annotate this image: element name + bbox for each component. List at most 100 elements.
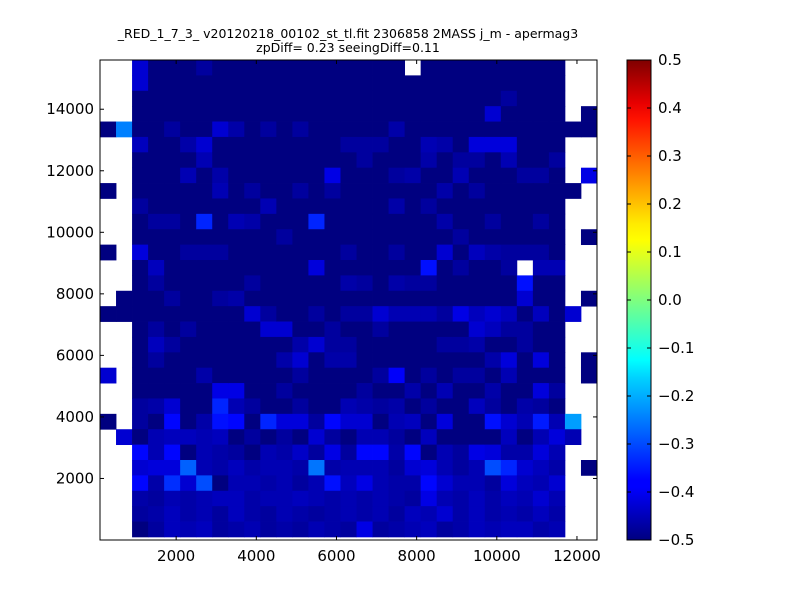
heatmap-cell — [532, 521, 550, 538]
heatmap-cell — [260, 506, 277, 522]
heatmap-cell — [532, 229, 550, 246]
heatmap-cell — [228, 75, 245, 92]
heatmap-cell — [532, 367, 550, 384]
heatmap-cell — [244, 429, 261, 446]
heatmap-cell — [340, 290, 357, 307]
heatmap-cell — [436, 413, 454, 430]
heatmap-cell — [532, 136, 550, 153]
heatmap-cell — [452, 490, 470, 507]
heatmap-cell — [500, 352, 518, 369]
heatmap-cell — [500, 367, 518, 384]
heatmap-cell — [196, 229, 213, 246]
heatmap-cell — [244, 275, 261, 292]
heatmap-cell — [388, 167, 406, 184]
x-tick-label: 12000 — [553, 547, 601, 565]
heatmap-cell — [484, 121, 502, 138]
heatmap-cell — [164, 260, 181, 276]
heatmap-cell — [420, 152, 438, 169]
heatmap-cell — [580, 290, 598, 307]
heatmap-cell — [164, 275, 181, 292]
colorbar-tick-label: −0.4 — [658, 483, 694, 501]
y-tick-label: 6000 — [56, 346, 94, 364]
heatmap-cell — [244, 367, 261, 384]
heatmap-cell — [292, 306, 309, 322]
heatmap-cell — [212, 444, 229, 461]
heatmap-cell — [180, 198, 197, 215]
heatmap-cell — [228, 290, 245, 307]
heatmap-cell — [148, 106, 165, 122]
heatmap-cell — [548, 136, 566, 153]
heatmap-cell — [228, 444, 245, 461]
heatmap-cell — [532, 444, 550, 461]
heatmap-cell — [308, 229, 325, 246]
heatmap-cell — [228, 229, 245, 246]
heatmap-cell — [404, 275, 422, 292]
heatmap-cell — [372, 290, 389, 307]
heatmap-cell — [292, 229, 309, 246]
heatmap-cell — [132, 521, 149, 538]
heatmap-cell — [436, 136, 454, 153]
heatmap-cell — [516, 444, 534, 461]
heatmap-cell — [500, 490, 518, 507]
colorbar-tick-label: 0.5 — [658, 51, 682, 69]
heatmap-cell — [244, 106, 261, 122]
heatmap-cell — [148, 183, 165, 199]
heatmap-cell — [228, 90, 245, 107]
heatmap-cell — [308, 136, 325, 153]
heatmap-cell — [148, 60, 165, 76]
heatmap-cell — [532, 475, 550, 492]
heatmap-cell — [468, 429, 486, 446]
heatmap-cell — [244, 60, 261, 76]
heatmap-cell — [308, 398, 325, 415]
heatmap-cell — [468, 275, 486, 292]
heatmap-cell — [532, 398, 550, 415]
heatmap-cell — [468, 306, 486, 322]
heatmap-cell — [372, 198, 389, 215]
heatmap-cell — [356, 490, 373, 507]
heatmap-cell — [468, 398, 486, 415]
heatmap-cell — [260, 398, 277, 415]
heatmap-cell — [436, 352, 454, 369]
heatmap-cell — [468, 367, 486, 384]
heatmap-cell — [372, 121, 389, 138]
heatmap-cell — [276, 429, 293, 446]
heatmap-cell — [548, 336, 566, 353]
y-tick-label: 4000 — [56, 408, 94, 426]
heatmap-cell — [468, 121, 486, 138]
heatmap-cell — [308, 260, 325, 276]
heatmap-cell — [452, 244, 470, 261]
heatmap-cell — [132, 60, 149, 76]
heatmap-cell — [196, 336, 213, 353]
heatmap-cell — [404, 444, 422, 461]
heatmap-cell — [548, 383, 566, 399]
heatmap-cell — [420, 244, 438, 261]
heatmap-cell — [324, 167, 341, 184]
heatmap-cell — [484, 444, 502, 461]
heatmap-cell — [548, 460, 566, 476]
heatmap-cell — [420, 75, 438, 92]
heatmap-cell — [228, 321, 245, 338]
heatmap-cell — [404, 167, 422, 184]
heatmap-cell — [468, 213, 486, 230]
heatmap-cell — [164, 121, 181, 138]
heatmap-cell — [420, 413, 438, 430]
heatmap-cell — [468, 460, 486, 476]
heatmap-cell — [356, 106, 373, 122]
heatmap-cell — [164, 306, 181, 322]
heatmap-cell — [324, 106, 341, 122]
heatmap-cell — [324, 198, 341, 215]
heatmap-cell — [308, 321, 325, 338]
heatmap-cell — [212, 183, 229, 199]
heatmap-cell — [340, 75, 357, 92]
heatmap-cell — [308, 475, 325, 492]
x-tick-label: 4000 — [237, 547, 275, 565]
heatmap-cell — [436, 183, 454, 199]
y-tick-label: 12000 — [46, 162, 94, 180]
heatmap-cell — [516, 475, 534, 492]
heatmap-cell — [324, 152, 341, 169]
heatmap-cell — [452, 506, 470, 522]
heatmap-cell — [516, 198, 534, 215]
y-tick-label: 8000 — [56, 285, 94, 303]
heatmap-cell — [324, 275, 341, 292]
